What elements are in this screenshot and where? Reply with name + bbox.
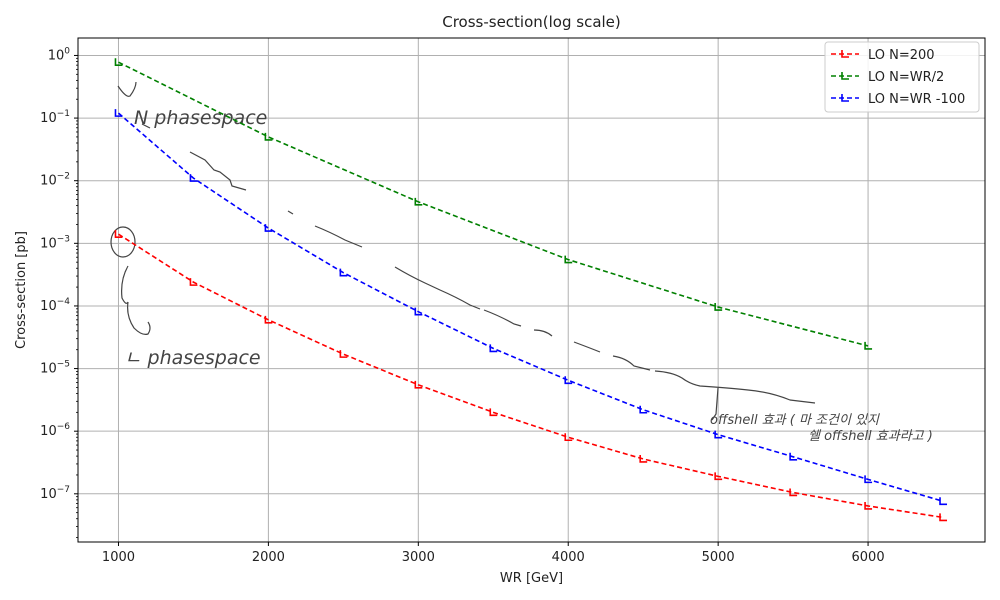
annotation-arrow-stroke xyxy=(711,387,719,421)
data-point xyxy=(864,501,873,510)
legend-label: LO N=WR -100 xyxy=(868,92,965,107)
y-tick-label: 100 xyxy=(48,46,71,63)
x-tick-label: 1000 xyxy=(102,550,135,565)
data-point xyxy=(489,344,498,353)
legend-box xyxy=(824,41,980,113)
legend-label: LO N=WR/2 xyxy=(868,70,944,85)
data-point xyxy=(339,350,348,358)
annotation-stroke xyxy=(394,266,481,310)
data-point xyxy=(189,174,198,182)
data-point xyxy=(114,58,123,67)
y-tick-label: 10−2 xyxy=(40,172,70,189)
data-point xyxy=(564,255,573,264)
data-point xyxy=(414,307,423,316)
data-point xyxy=(264,224,273,232)
y-tick-label: 10−4 xyxy=(40,297,70,314)
x-tick-label: 5000 xyxy=(702,550,735,565)
annotation-stroke xyxy=(117,81,137,97)
data-point xyxy=(714,430,723,439)
y-axis-ticks: 100 10−1 10−2 10−3 10−4 10−5 10−6 10−7 xyxy=(40,46,78,538)
data-point xyxy=(564,433,573,442)
series-layer xyxy=(114,58,948,522)
annotation-offshell-line2: 쉘 offshell 효과라고 ) xyxy=(808,429,933,444)
series-line xyxy=(117,112,944,503)
series-line xyxy=(118,61,869,347)
data-point xyxy=(339,268,348,277)
series-1 xyxy=(114,230,948,522)
data-point xyxy=(414,380,423,389)
data-point xyxy=(639,405,648,414)
data-point xyxy=(714,472,723,481)
data-point xyxy=(939,513,948,522)
handwritten-annotations: N phasespace ㄴ phasespace offshell 효과 ( … xyxy=(110,81,933,444)
data-point xyxy=(189,278,198,286)
data-point xyxy=(789,488,798,497)
annotation-stroke xyxy=(533,329,553,337)
x-tick-label: 3000 xyxy=(402,550,435,565)
x-tick-label: 4000 xyxy=(552,550,585,565)
y-axis-label: Cross-section [pb] xyxy=(14,231,29,349)
data-point xyxy=(639,454,648,463)
y-tick-label: 10−7 xyxy=(40,485,70,502)
annotation-stroke xyxy=(189,151,247,191)
x-tick-label: 6000 xyxy=(852,550,885,565)
chart-title: Cross-section(log scale) xyxy=(442,13,621,31)
annotation-upper-note: N phasespace xyxy=(134,107,267,129)
annotation-stroke xyxy=(483,309,522,327)
y-tick-label: 10−6 xyxy=(40,422,70,439)
data-point xyxy=(564,376,573,385)
annotation-stroke xyxy=(121,265,151,335)
x-tick-label: 2000 xyxy=(252,550,285,565)
data-point xyxy=(789,452,798,461)
annotation-stroke xyxy=(314,225,363,248)
data-point xyxy=(264,132,273,141)
y-tick-label: 10−5 xyxy=(40,360,70,377)
x-axis-label: WR [GeV] xyxy=(500,571,563,586)
legend-marker xyxy=(841,94,849,102)
annotation-circle xyxy=(110,226,136,258)
annotation-stroke xyxy=(573,341,601,353)
series-line xyxy=(118,233,944,519)
x-axis-ticks: 1000 2000 3000 4000 5000 6000 xyxy=(102,542,885,565)
data-point xyxy=(864,475,873,484)
legend: LO N=200 LO N=WR/2 LO N=WR -100 xyxy=(824,41,980,113)
annotation-stroke xyxy=(612,355,651,371)
y-tick-label: 10−3 xyxy=(40,234,70,251)
data-point xyxy=(264,315,273,324)
legend-label: LO N=200 xyxy=(868,48,935,63)
data-point xyxy=(114,230,123,238)
data-point xyxy=(489,408,498,417)
data-point xyxy=(714,303,723,311)
series-2 xyxy=(114,58,873,350)
series-3 xyxy=(114,109,948,506)
y-tick-label: 10−1 xyxy=(40,109,70,126)
legend-marker xyxy=(841,50,849,58)
legend-marker xyxy=(841,72,849,80)
annotation-lower-note: ㄴ phasespace xyxy=(124,347,261,369)
data-point xyxy=(414,197,423,206)
plot-frame xyxy=(77,37,986,543)
legend-items: LO N=200 LO N=WR/2 LO N=WR -100 xyxy=(831,48,965,107)
annotation-stroke xyxy=(141,123,151,129)
annotation-stroke xyxy=(654,370,816,404)
annotation-stroke xyxy=(287,210,294,215)
data-point xyxy=(114,109,123,117)
data-point xyxy=(939,497,948,506)
annotation-offshell-line1: offshell 효과 ( 마 조건이 있지 xyxy=(710,413,880,428)
data-point xyxy=(864,341,873,350)
